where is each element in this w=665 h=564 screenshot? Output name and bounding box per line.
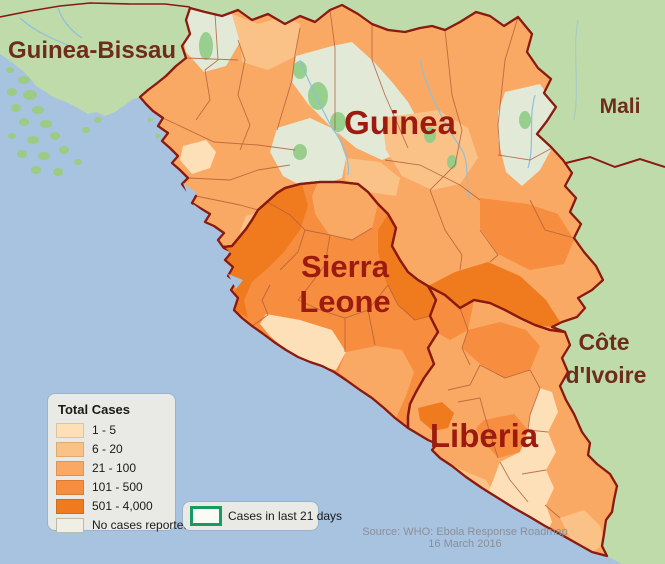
guinea-rivers: [299, 59, 536, 201]
label-cote: Côte: [578, 329, 629, 355]
gb-senegal-border: [0, 2, 191, 18]
legend-item: 21 - 100: [56, 459, 175, 477]
legend-item: 1 - 5: [56, 421, 175, 439]
source-line1: Source: WHO: Ebola Response Roadmap: [362, 526, 568, 538]
districts-sierra-leone: [223, 182, 436, 418]
legend-item: No cases reported: [56, 516, 190, 534]
source-note: Source: WHO: Ebola Response Roadmap 16 M…: [320, 526, 610, 550]
source-line2: 16 March 2016: [428, 538, 502, 550]
label-leone: Leone: [299, 284, 390, 319]
sl-district-borders: [251, 201, 431, 352]
legend-swatch-1-5: [56, 422, 84, 438]
legend-swatch-21-100: [56, 460, 84, 476]
mali-ci-border: [565, 155, 665, 169]
legend-swatch-501-4000: [56, 498, 84, 514]
recent-cases-swatch: [190, 506, 222, 526]
legend-swatch-no-cases: [56, 517, 84, 533]
legend-swatch-6-20: [56, 441, 84, 457]
legend-swatch-101-500: [56, 479, 84, 495]
legend-panel: Total Cases 1 - 5 6 - 20 21 - 100 101 - …: [48, 394, 190, 533]
estuaries: [183, 183, 243, 289]
label-mali: Mali: [600, 95, 641, 118]
label-guinea-bissau: Guinea-Bissau: [8, 37, 176, 64]
legend-item: 101 - 500: [56, 478, 175, 496]
country-labels: Guinea-Bissau Guinea Mali Sierra Leone L…: [8, 37, 646, 454]
legend-title: Total Cases: [58, 402, 131, 417]
liberia-district-borders: [447, 307, 561, 519]
recent-cases-label: Cases in last 21 days: [228, 509, 343, 523]
guinea-district-borders: [162, 9, 575, 271]
label-divoire: d'Ivoire: [566, 362, 647, 388]
label-guinea: Guinea: [344, 104, 457, 141]
vegetation: [199, 32, 531, 169]
legend-item: 6 - 20: [56, 440, 175, 458]
islands: [6, 67, 161, 176]
label-sierra: Sierra: [301, 249, 390, 284]
label-liberia: Liberia: [430, 417, 539, 454]
legend-item: 501 - 4,000: [56, 497, 175, 515]
recent-cases-panel: Cases in last 21 days: [183, 502, 342, 530]
neighbor-rivers: [19, 7, 579, 121]
